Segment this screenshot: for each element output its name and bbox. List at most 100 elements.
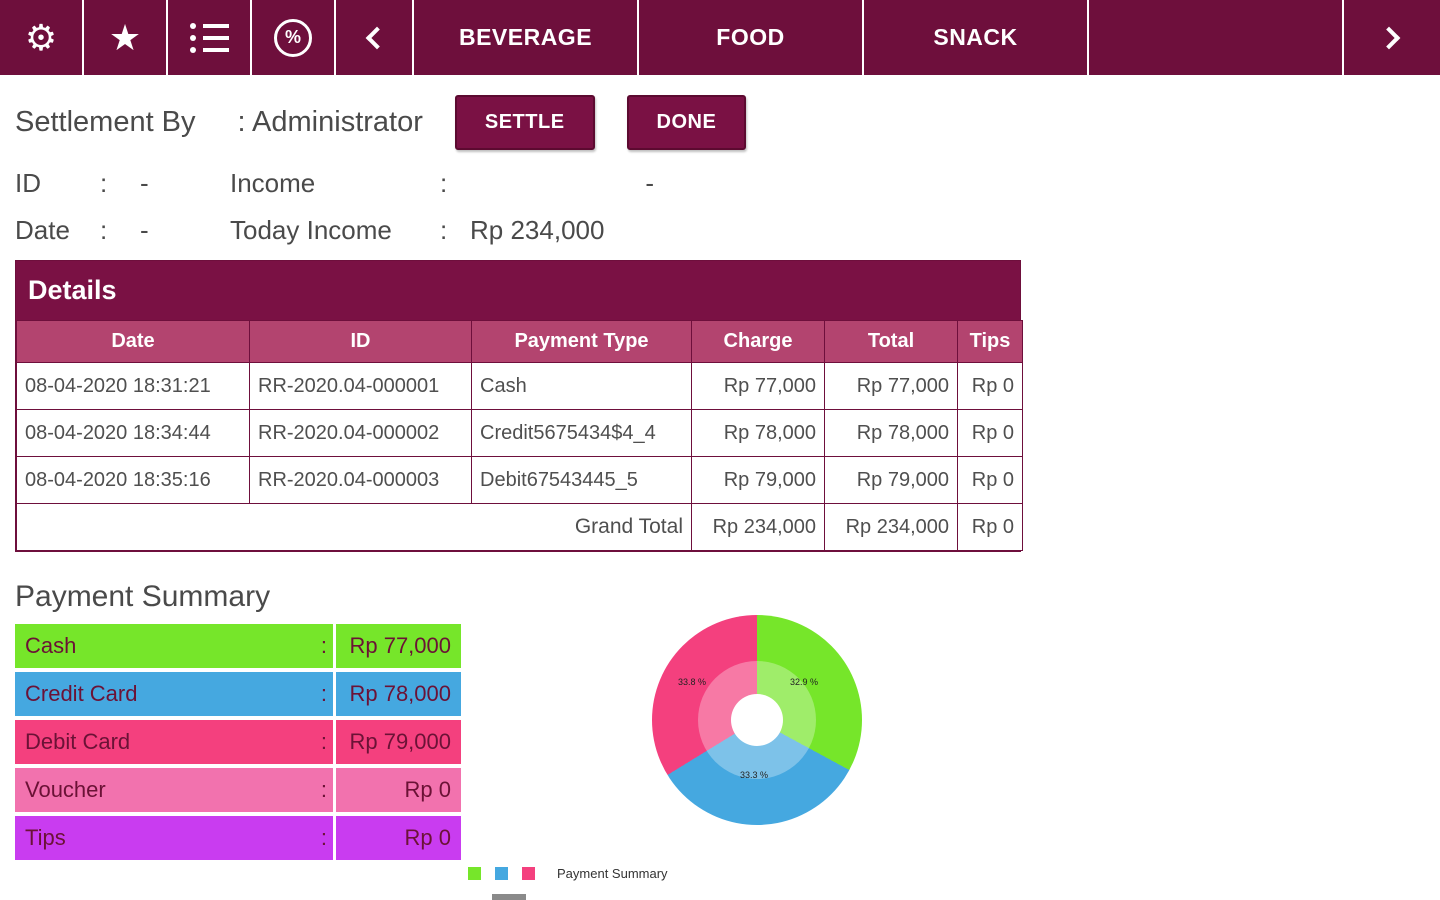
colon: : <box>320 633 327 658</box>
legend-swatch-credit-card <box>495 867 508 880</box>
slice-percent-label: 32.9 % <box>790 677 819 687</box>
star-icon: ★ <box>108 16 142 58</box>
tab-beverage-label: BEVERAGE <box>458 24 593 50</box>
list-item: Debit Card : Rp 79,000 <box>15 720 461 764</box>
colon: : <box>320 729 327 754</box>
column-header-payment-type: Payment Type <box>471 320 692 363</box>
column-header-id: ID <box>249 320 472 363</box>
tab-food-label: FOOD <box>716 24 785 50</box>
column-header-charge: Charge <box>691 320 825 363</box>
cell-payment-type: Credit5675434$4_4 <box>471 409 692 457</box>
cell-id: RR-2020.04-000003 <box>249 456 472 504</box>
payment-summary-chart: 32.9 % 33.3 % 33.8 % <box>652 615 862 825</box>
income-label: Income <box>230 168 316 198</box>
income-colon: : <box>440 168 448 198</box>
settlement-info: ID : - Income : - Date : - Today Income … <box>15 168 1425 246</box>
payment-method-label: Credit Card <box>25 681 138 706</box>
tab-snack[interactable]: SNACK <box>864 0 1089 75</box>
settle-button[interactable]: SETTLE <box>454 95 595 150</box>
list-item: Credit Card : Rp 78,000 <box>15 672 461 716</box>
chevron-left-icon <box>365 26 389 49</box>
cell-date: 08-04-2020 18:34:44 <box>16 409 250 457</box>
discount-button[interactable]: % <box>252 0 336 75</box>
cell-total: Rp 79,000 <box>824 456 958 504</box>
list-button[interactable] <box>168 0 252 75</box>
payment-method-value: Rp 78,000 <box>333 672 461 716</box>
list-item: Cash : Rp 77,000 <box>15 624 461 668</box>
cell-total: Rp 77,000 <box>824 362 958 410</box>
id-value: - <box>140 168 149 198</box>
payment-method-label: Debit Card <box>25 729 131 754</box>
top-toolbar: ⚙ ★ % BEVERAGE FOOD SNACK <box>0 0 1440 75</box>
list-item: Tips : Rp 0 <box>15 816 461 860</box>
colon: : <box>320 681 327 706</box>
cell-tips: Rp 0 <box>957 456 1023 504</box>
horizontal-scrollbar-thumb[interactable] <box>492 894 526 900</box>
cell-id: RR-2020.04-000002 <box>249 409 472 457</box>
chart-legend: Payment Summary <box>468 866 668 881</box>
details-table-header-row: Date ID Payment Type Charge Total Tips <box>16 320 1023 363</box>
chevron-right-icon <box>1377 26 1401 49</box>
settings-button[interactable]: ⚙ <box>0 0 84 75</box>
id-label: ID <box>15 168 41 198</box>
tabs-scroll-left-button[interactable] <box>336 0 414 75</box>
payment-method-label: Voucher <box>25 777 106 802</box>
today-income-value: Rp 234,000 <box>470 215 605 245</box>
date-value: - <box>140 215 149 245</box>
column-header-tips: Tips <box>957 320 1023 363</box>
table-row[interactable]: 08-04-2020 18:34:44 RR-2020.04-000002 Cr… <box>16 409 1023 457</box>
details-panel: Details Date ID Payment Type Charge Tota… <box>15 260 1023 552</box>
cell-charge: Rp 77,000 <box>691 362 825 410</box>
grand-total-row: Grand Total Rp 234,000 Rp 234,000 Rp 0 <box>16 503 1023 551</box>
payment-method-value: Rp 79,000 <box>333 720 461 764</box>
colon: : <box>320 825 327 850</box>
id-colon: : <box>100 168 108 198</box>
payment-summary-title: Payment Summary <box>15 580 271 613</box>
settlement-by-label: Settlement By <box>15 106 196 138</box>
income-value: - <box>645 168 654 198</box>
payment-method-label: Tips <box>25 825 66 850</box>
cell-id: RR-2020.04-000001 <box>249 362 472 410</box>
cell-payment-type: Cash <box>471 362 692 410</box>
grand-total-charge: Rp 234,000 <box>691 503 825 551</box>
payment-method-value: Rp 0 <box>333 768 461 812</box>
list-item: Voucher : Rp 0 <box>15 768 461 812</box>
done-button[interactable]: DONE <box>626 95 747 150</box>
tab-beverage[interactable]: BEVERAGE <box>414 0 639 75</box>
table-row[interactable]: 08-04-2020 18:31:21 RR-2020.04-000001 Ca… <box>16 362 1023 410</box>
legend-label: Payment Summary <box>557 866 668 881</box>
settlement-by-value: : Administrator <box>237 106 423 138</box>
cell-payment-type: Debit67543445_5 <box>471 456 692 504</box>
cell-date: 08-04-2020 18:31:21 <box>16 362 250 410</box>
table-row[interactable]: 08-04-2020 18:35:16 RR-2020.04-000003 De… <box>16 456 1023 504</box>
grand-total-tips: Rp 0 <box>957 503 1023 551</box>
discount-icon: % <box>274 18 312 57</box>
legend-swatch-cash <box>468 867 481 880</box>
grand-total-label: Grand Total <box>16 503 692 551</box>
tabs-scroll-right-button[interactable] <box>1344 0 1440 75</box>
cell-total: Rp 78,000 <box>824 409 958 457</box>
details-panel-title: Details <box>16 261 1020 320</box>
payment-method-value: Rp 0 <box>333 816 461 860</box>
cell-tips: Rp 0 <box>957 362 1023 410</box>
donut-chart <box>652 615 862 825</box>
payment-method-value: Rp 77,000 <box>333 624 461 668</box>
grand-total-total: Rp 234,000 <box>824 503 958 551</box>
cell-date: 08-04-2020 18:35:16 <box>16 456 250 504</box>
horizontal-scrollbar[interactable] <box>0 894 1440 900</box>
legend-swatch-debit-card <box>522 867 535 880</box>
today-income-colon: : <box>440 215 448 245</box>
settlement-header: Settlement By : Administrator SETTLE DON… <box>15 95 1425 150</box>
list-icon <box>190 23 229 53</box>
tab-snack-label: SNACK <box>933 24 1018 50</box>
payment-summary-table: Cash : Rp 77,000 Credit Card : Rp 78,000… <box>15 624 461 860</box>
slice-percent-label: 33.8 % <box>678 677 707 687</box>
gear-icon: ⚙ <box>24 16 58 58</box>
cell-charge: Rp 79,000 <box>691 456 825 504</box>
tab-food[interactable]: FOOD <box>639 0 864 75</box>
column-header-date: Date <box>16 320 250 363</box>
favorites-button[interactable]: ★ <box>84 0 168 75</box>
details-table: Date ID Payment Type Charge Total Tips 0… <box>16 320 1023 551</box>
colon: : <box>320 777 327 802</box>
